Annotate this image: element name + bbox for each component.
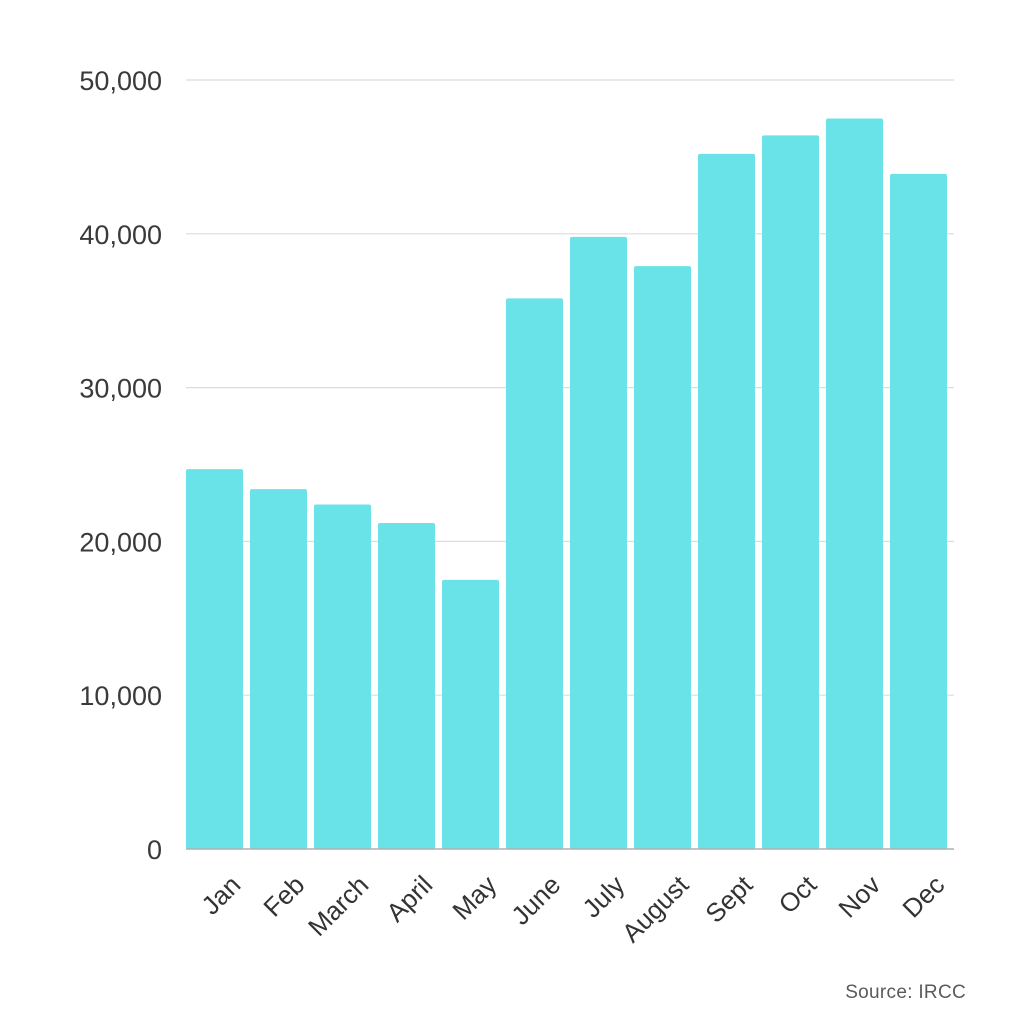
y-tick-label: 0 xyxy=(147,835,162,865)
x-tick-label: Dec xyxy=(896,870,950,924)
bar-august xyxy=(634,266,691,849)
y-tick-label: 50,000 xyxy=(79,66,162,96)
x-tick-label: June xyxy=(505,870,566,931)
x-tick-label: April xyxy=(380,870,438,928)
bar-dec xyxy=(890,173,947,849)
source-note: Source: IRCC xyxy=(845,982,966,1003)
x-tick-label: Nov xyxy=(832,870,886,924)
bar-april xyxy=(378,522,435,849)
x-tick-label: March xyxy=(302,870,374,942)
y-axis-tick-labels: 0 10,000 20,000 30,000 40,000 50,000 xyxy=(79,66,162,865)
x-tick-label: July xyxy=(576,870,630,924)
bar-nov xyxy=(826,118,883,849)
bar-july xyxy=(570,236,627,850)
x-tick-label: Sept xyxy=(699,869,759,929)
bar-sept xyxy=(698,153,755,850)
x-tick-label: May xyxy=(446,870,502,926)
y-tick-label: 10,000 xyxy=(79,681,162,711)
y-tick-label: 40,000 xyxy=(79,220,162,250)
bar-oct xyxy=(762,135,819,850)
bar-march xyxy=(314,504,371,849)
y-tick-label: 20,000 xyxy=(79,527,162,557)
bar-may xyxy=(442,579,499,849)
bar-june xyxy=(506,298,563,849)
bars xyxy=(186,118,947,850)
x-tick-label: Oct xyxy=(773,869,823,919)
x-tick-label: Jan xyxy=(195,870,246,921)
x-tick-label: August xyxy=(616,869,695,948)
bar-jan xyxy=(186,469,243,849)
x-tick-label: Feb xyxy=(257,870,310,923)
bar-feb xyxy=(250,489,307,849)
y-tick-label: 30,000 xyxy=(79,374,162,404)
